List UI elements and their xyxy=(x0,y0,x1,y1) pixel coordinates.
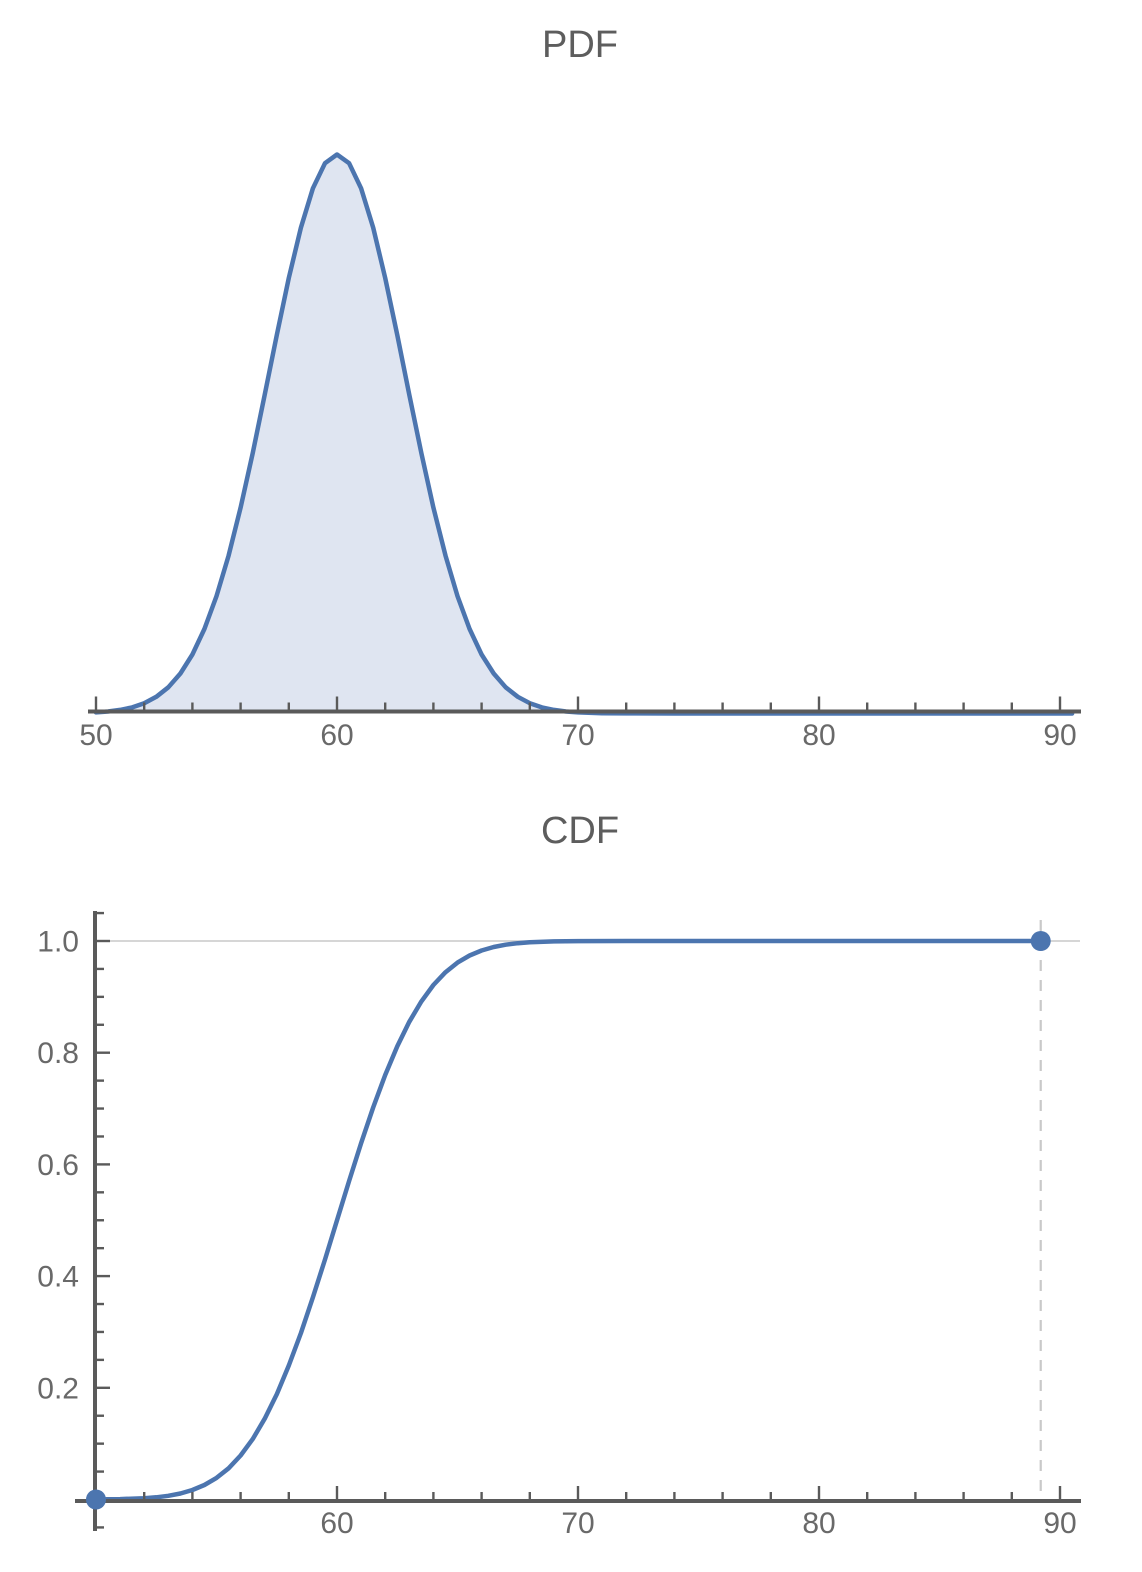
cdf-chart: CDF 60 70 80 90 0.2 0.4 0.6 0.8 1.0 xyxy=(37,810,1081,1540)
cdf-y-tick-label: 0.4 xyxy=(37,1261,79,1294)
pdf-area-fill xyxy=(96,154,1073,714)
cdf-y-tick-label: 0.8 xyxy=(37,1037,79,1070)
cdf-curve xyxy=(93,938,1043,1502)
cdf-y-tick-label: 0.6 xyxy=(37,1149,79,1182)
pdf-x-tick-label: 70 xyxy=(561,719,594,752)
cdf-x-tick-label: 60 xyxy=(320,1507,353,1540)
cdf-chart-title: CDF xyxy=(541,810,619,852)
pdf-x-tick-label: 90 xyxy=(1043,719,1076,752)
pdf-x-tick-label: 50 xyxy=(79,719,112,752)
cdf-y-tick-label: 1.0 xyxy=(37,926,79,959)
cdf-endpoint-left xyxy=(86,1489,106,1510)
pdf-plot-area: 50 60 70 80 90 xyxy=(79,152,1081,752)
pdf-chart-title: PDF xyxy=(542,24,618,66)
cdf-endpoint-right xyxy=(1030,931,1051,951)
pdf-chart: PDF 50 60 70 80 90 xyxy=(79,24,1081,752)
cdf-x-tick-label: 70 xyxy=(561,1507,594,1540)
cdf-x-tick-label: 90 xyxy=(1043,1507,1076,1540)
cdf-plot-area: 60 70 80 90 0.2 0.4 0.6 0.8 1.0 xyxy=(37,911,1081,1540)
cdf-y-tick-label: 0.2 xyxy=(37,1372,79,1405)
cdf-x-tick-label: 80 xyxy=(802,1507,835,1540)
pdf-x-tick-label: 60 xyxy=(320,719,353,752)
pdf-x-tick-label: 80 xyxy=(802,719,835,752)
